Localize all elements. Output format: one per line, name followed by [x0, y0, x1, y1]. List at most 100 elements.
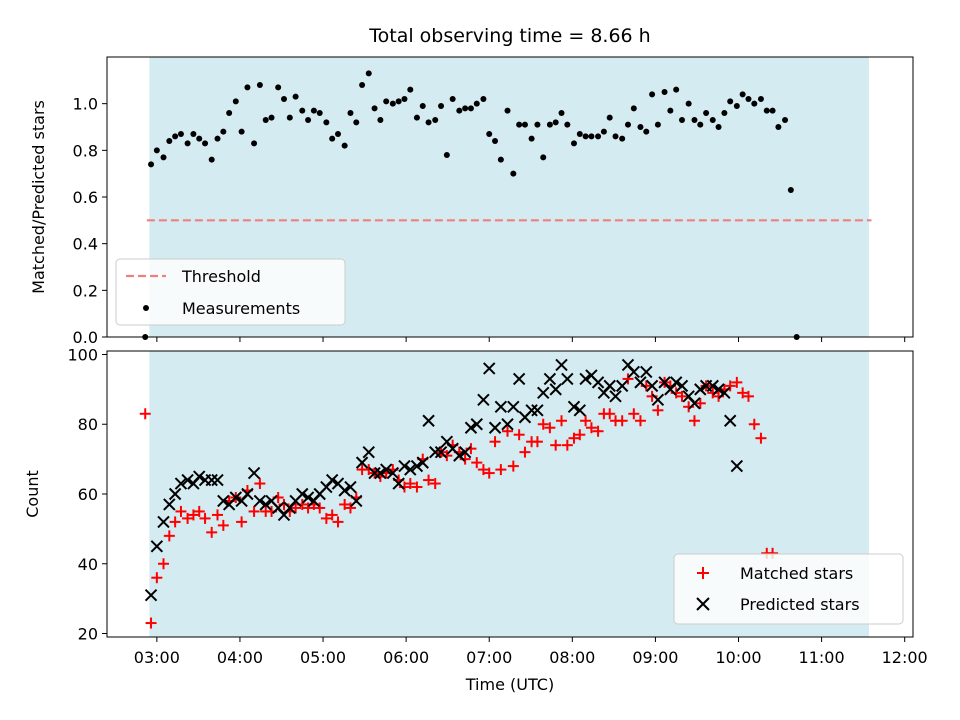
measurement-point	[443, 152, 450, 158]
predicted-star-point	[350, 494, 363, 508]
measurement-point	[299, 107, 306, 114]
measurement-point	[751, 100, 758, 107]
measurement-point	[528, 135, 535, 142]
measurement-point	[251, 140, 258, 147]
predicted-legend-label: Predicted stars	[740, 595, 860, 614]
measurement-point	[467, 105, 474, 112]
measurement-point	[763, 107, 770, 114]
predicted-star-point	[338, 484, 351, 497]
predicted-star-point	[205, 473, 218, 487]
matched-star-point	[748, 418, 760, 430]
predicted-star-point	[211, 473, 224, 487]
predicted-star-point	[537, 386, 550, 400]
matched-star-point	[676, 390, 688, 402]
predicted-star-point	[392, 477, 405, 490]
predicted-star-point	[669, 376, 683, 389]
measurement-point	[630, 105, 637, 112]
measurement-point	[733, 103, 740, 109]
count-legend-box	[673, 553, 904, 625]
predicted-star-point	[555, 358, 568, 372]
predicted-star-point	[634, 376, 647, 389]
measurement-point	[148, 161, 155, 168]
x-tick-label: 06:00	[383, 648, 429, 667]
measurement-point	[438, 103, 445, 109]
matched-star-point	[574, 429, 586, 441]
measurement-point	[739, 91, 746, 98]
measurement-point	[407, 86, 414, 93]
measurement-point	[280, 96, 287, 102]
matched-star-point	[556, 415, 568, 427]
measurement-point	[606, 114, 613, 121]
count-x-ticks: 03:00 04:00 05:00 06:00 07:00 08:00 09:00 10:00…	[134, 637, 928, 667]
predicted-star-point	[488, 421, 502, 434]
matched-star-point	[320, 512, 332, 524]
predicted-star-point	[374, 466, 387, 480]
measurement-point	[305, 117, 312, 123]
matched-star-point	[622, 373, 634, 385]
measurement-point	[582, 133, 589, 140]
predicted-star-point	[470, 418, 483, 431]
matched-star-point	[182, 512, 194, 524]
ratio-y-axis-label: Matched/Predicted stars	[29, 100, 48, 294]
x-tick-label: 03:00	[134, 648, 180, 667]
measurement-point	[552, 119, 559, 126]
matched-star-point	[193, 505, 205, 517]
measurement-point	[654, 121, 661, 128]
predicted-star-point	[253, 494, 267, 508]
predicted-star-point	[163, 498, 176, 511]
measurement-point	[504, 107, 511, 114]
predicted-star-point	[464, 421, 478, 434]
measurement-point	[521, 121, 528, 128]
y-tick-label: 0.0	[73, 328, 98, 347]
predicted-star-point	[458, 445, 472, 459]
predicted-star-point	[483, 362, 496, 375]
predicted-star-point	[379, 463, 393, 476]
measurement-point	[262, 117, 269, 123]
predicted-star-point	[217, 494, 230, 508]
x-tick-label: 11:00	[799, 648, 845, 667]
measurement-point	[703, 110, 710, 116]
x-axis-label: Time (UTC)	[465, 675, 554, 694]
measurement-point	[377, 117, 384, 123]
matched-star-point	[585, 422, 597, 434]
predicted-star-point	[525, 404, 538, 417]
predicted-star-point	[355, 456, 369, 469]
measurement-point	[214, 135, 221, 142]
matched-star-point	[339, 498, 351, 510]
x-tick-label: 08:00	[549, 648, 595, 667]
measurement-point	[769, 107, 776, 114]
measurement-point	[365, 70, 372, 77]
measurement-point	[492, 138, 499, 144]
measurement-point	[564, 121, 571, 128]
measurement-point	[329, 135, 336, 142]
predicted-star-point	[675, 379, 689, 393]
predicted-star-point	[609, 390, 622, 403]
measurement-point	[202, 140, 209, 147]
predicted-star-point	[386, 466, 400, 480]
measurement-point	[775, 124, 782, 130]
count-legend: Matched stars Predicted stars	[673, 553, 904, 625]
x-tick-label: 10:00	[715, 648, 761, 667]
matched-star-point	[652, 404, 664, 416]
matched-star-point	[175, 505, 187, 517]
chart-title: Total observing time = 8.66 h	[368, 25, 650, 47]
measurement-point	[449, 96, 456, 102]
measurement-points	[142, 70, 800, 340]
count-panel: 03:00 04:00 05:00 06:00 07:00 08:00 09:00 10:00…	[23, 345, 928, 694]
measurement-point	[190, 131, 197, 137]
y-tick-label: 60	[78, 485, 98, 504]
predicted-star-point	[410, 459, 424, 473]
matched-star-point	[519, 446, 531, 458]
x-tick-label: 05:00	[300, 648, 346, 667]
matched-star-point	[755, 432, 767, 444]
measurement-point	[462, 105, 469, 112]
matched-star-point	[158, 558, 170, 570]
measurement-point	[184, 140, 191, 147]
predicted-star-point	[494, 400, 508, 414]
measurement-point	[715, 124, 722, 130]
matched-star-point	[737, 387, 749, 399]
predicted-star-point	[229, 491, 243, 504]
measurement-point	[160, 154, 167, 161]
measurement-point	[316, 110, 323, 116]
